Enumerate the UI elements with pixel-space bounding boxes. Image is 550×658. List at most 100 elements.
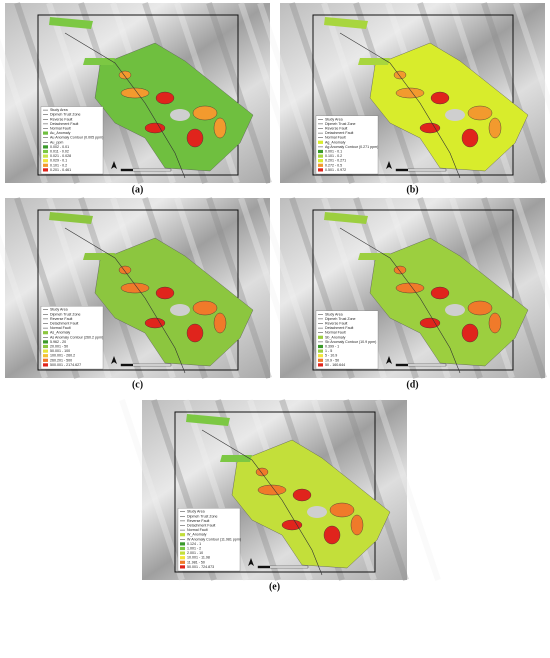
legend-label: Normal Fault xyxy=(50,126,71,130)
legend-label: 2.001 - 10 xyxy=(187,551,203,555)
legend-label: Normal Fault xyxy=(187,528,208,532)
anomaly-blob xyxy=(488,312,502,334)
anomaly-strip xyxy=(186,414,230,426)
legend-swatch xyxy=(180,546,185,551)
legend-label: Au_Anomaly xyxy=(50,131,71,135)
legend-label: 0.001 - 0.1 xyxy=(325,149,342,153)
legend-label: Dipmeh Trust Zone xyxy=(187,514,218,518)
scale-bar xyxy=(121,364,133,366)
study-area xyxy=(174,411,376,573)
legend-label: As Anomaly Contour (260.2 ppm) xyxy=(50,335,103,339)
legend-label: Study Area xyxy=(50,108,68,112)
legend-label: Detachment Fault xyxy=(325,326,353,330)
anomaly-strip xyxy=(358,253,390,260)
fault xyxy=(64,227,186,374)
legend-label: 0.021 - 0.028 xyxy=(50,154,71,158)
legend-label: Study Area xyxy=(325,312,343,316)
relief xyxy=(513,197,550,310)
legend-label: Reverse Fault xyxy=(50,117,72,121)
legend-label: Sb Anomaly Contour (10.9 ppm) xyxy=(325,340,376,344)
anomaly-strip xyxy=(324,17,368,29)
legend-swatch xyxy=(43,363,48,367)
north-arrow xyxy=(111,356,117,364)
legend-label: 1 - 5 xyxy=(325,349,332,353)
legend-label: 0.201 - 0.271 xyxy=(325,159,346,163)
anomaly-blob xyxy=(213,312,227,334)
legend-label: Ag_Anomaly xyxy=(325,140,346,144)
study-area xyxy=(312,14,514,176)
anomaly-blob xyxy=(419,317,441,329)
anomaly-blob xyxy=(186,323,204,343)
anomaly-blob xyxy=(213,117,227,139)
anomaly-zone xyxy=(369,42,529,172)
legend-label: 0.002 - 0.01 xyxy=(50,145,69,149)
scale-bar xyxy=(121,169,133,171)
legend-label: 10.9 - 50 xyxy=(325,358,339,362)
hole xyxy=(445,109,465,121)
north-arrow xyxy=(111,161,117,169)
hole xyxy=(170,304,190,316)
legend-label: 5 - 10.9 xyxy=(325,354,337,358)
legend-label: Study Area xyxy=(187,510,205,514)
legend-label: 0.101 - 0.2 xyxy=(50,163,67,167)
study-area xyxy=(312,209,514,371)
relief xyxy=(375,399,441,581)
legend-box xyxy=(177,508,241,572)
anomaly-blob xyxy=(292,488,312,502)
relief xyxy=(119,399,185,581)
anomaly-blob xyxy=(430,91,450,105)
anomaly-blob xyxy=(155,91,175,105)
scale-bar xyxy=(396,169,408,171)
legend-label: Detachment Fault xyxy=(187,523,215,527)
legend-swatch xyxy=(318,159,323,163)
legend-label: W Anomaly Contour (11.981 ppm) xyxy=(187,537,241,541)
anomaly-blob xyxy=(144,317,166,329)
anomaly-strip xyxy=(83,253,115,260)
legend-label: 5.962 - 20 xyxy=(50,340,66,344)
legend-swatch xyxy=(43,159,48,163)
anomaly-blob xyxy=(155,286,175,300)
legend-label: Dipmeh Trust Zone xyxy=(50,312,81,316)
legend-label: As_Anomaly xyxy=(50,331,70,335)
legend-label: Detachment Fault xyxy=(50,122,78,126)
anomaly-blob xyxy=(395,282,425,294)
legend-swatch xyxy=(318,140,323,144)
legend-swatch xyxy=(43,168,48,172)
legend-swatch xyxy=(318,358,323,362)
anomaly-blob xyxy=(144,122,166,134)
anomaly-zone xyxy=(369,237,529,367)
legend-box xyxy=(40,106,104,175)
legend-swatch xyxy=(43,354,48,358)
legend-swatch xyxy=(43,340,48,344)
legend-swatch xyxy=(43,344,48,349)
anomaly-zone xyxy=(94,42,254,172)
anomaly-strip xyxy=(324,212,368,224)
legend-label: Reverse Fault xyxy=(325,126,347,130)
legend-label: Reverse Fault xyxy=(50,317,72,321)
legend-label: Reverse Fault xyxy=(325,321,347,325)
hole xyxy=(307,506,327,518)
legend-label: Dipmeh Trust Zone xyxy=(50,113,81,117)
relief xyxy=(257,2,323,184)
anomaly-zone xyxy=(94,237,254,367)
relief xyxy=(257,197,323,379)
north-arrow xyxy=(386,356,392,364)
legend-label: 20.001 - 50 xyxy=(50,344,68,348)
relief xyxy=(481,197,547,379)
legend-swatch xyxy=(180,556,185,560)
legend-label: Detachment Fault xyxy=(325,131,353,135)
anomaly-strip xyxy=(83,58,115,65)
legend-swatch xyxy=(318,154,323,158)
legend-label: 0.124 - 1 xyxy=(187,542,201,546)
anomaly-blob xyxy=(255,467,269,477)
panel-label: (b) xyxy=(406,184,418,195)
study-area xyxy=(37,14,239,176)
legend-label: 0.501 - 0.972 xyxy=(325,168,346,172)
legend-swatch xyxy=(180,551,185,555)
relief xyxy=(206,197,272,379)
fault xyxy=(64,32,186,179)
